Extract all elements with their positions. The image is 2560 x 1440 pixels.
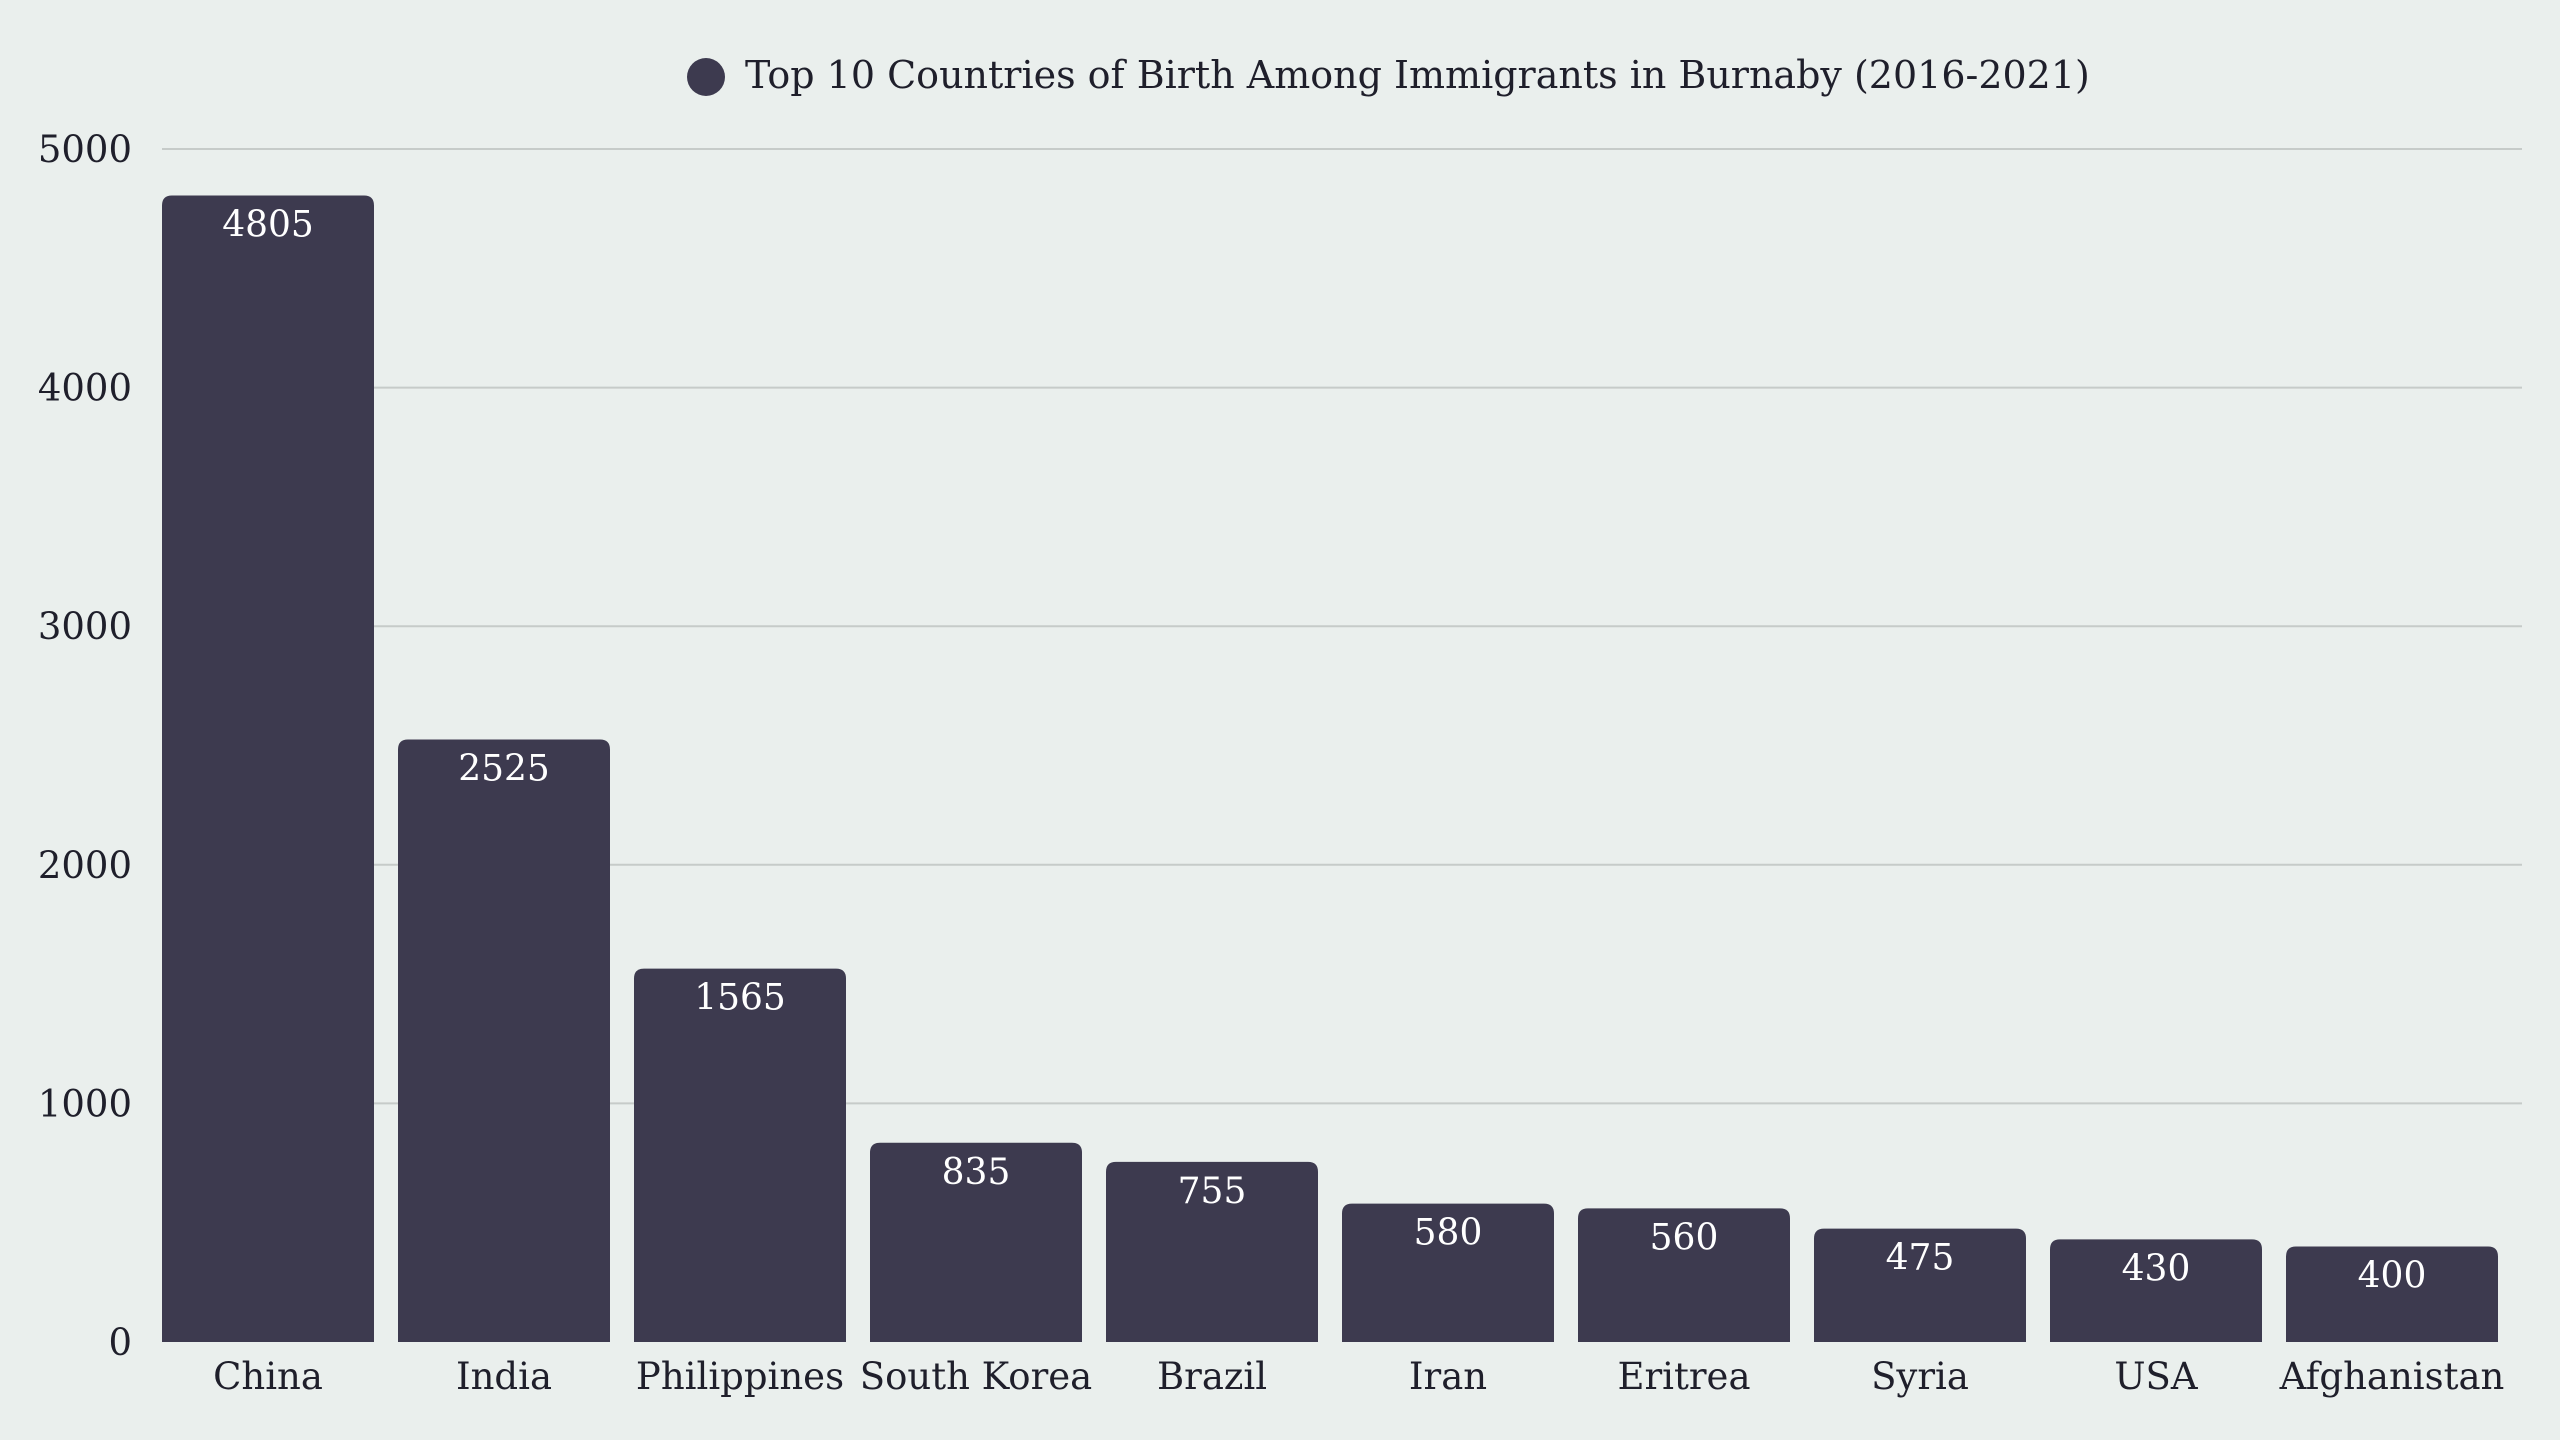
value-label-usa: 430 [2122, 1248, 2191, 1289]
bar-brazil[interactable] [1106, 1161, 1318, 1342]
bar-afghanistan[interactable] [2286, 1246, 2498, 1342]
x-category-label-brazil: Brazil [1157, 1355, 1267, 1398]
bar-syria[interactable] [1814, 1228, 2026, 1342]
bar-philippines[interactable] [634, 968, 846, 1342]
x-category-label-usa: USA [2114, 1355, 2199, 1398]
y-tick-label-2000: 2000 [38, 844, 132, 887]
x-category-label-south-korea: South Korea [860, 1355, 1092, 1398]
y-axis-ticks: 0 1000 2000 3000 4000 5000 [38, 128, 132, 1364]
x-category-label-india: India [456, 1355, 552, 1398]
bar-eritrea[interactable] [1578, 1208, 1790, 1342]
legend-label: Top 10 Countries of Birth Among Immigran… [745, 53, 2090, 97]
x-category-label-eritrea: Eritrea [1617, 1355, 1750, 1398]
y-tick-label-0: 0 [108, 1321, 132, 1364]
bar-south-korea[interactable] [870, 1142, 1082, 1342]
x-category-label-afghanistan: Afghanistan [2279, 1355, 2505, 1398]
x-category-label-iran: Iran [1409, 1355, 1487, 1398]
value-label-india: 2525 [458, 749, 550, 790]
value-label-south-korea: 835 [942, 1152, 1011, 1193]
bar-iran[interactable] [1342, 1203, 1554, 1342]
value-label-iran: 580 [1414, 1213, 1483, 1254]
value-label-syria: 475 [1886, 1238, 1955, 1279]
bar-india[interactable] [398, 739, 610, 1342]
y-tick-label-3000: 3000 [38, 605, 132, 648]
legend[interactable]: Top 10 Countries of Birth Among Immigran… [687, 53, 2090, 97]
y-tick-label-4000: 4000 [38, 367, 132, 410]
value-label-china: 4805 [222, 205, 314, 246]
x-category-label-china: China [213, 1355, 323, 1398]
x-axis-categories: China India Philippines South Korea Brazil Ir… [213, 1355, 2504, 1398]
bars [162, 195, 2498, 1343]
y-tick-label-1000: 1000 [38, 1082, 132, 1125]
value-label-afghanistan: 400 [2358, 1256, 2427, 1297]
value-label-brazil: 755 [1178, 1171, 1247, 1212]
y-tick-label-5000: 5000 [38, 128, 132, 171]
value-label-eritrea: 560 [1650, 1217, 1719, 1258]
value-labels: 4805 2525 1565 835 755 580 560 475 430 400 [222, 205, 2426, 1297]
x-category-label-philippines: Philippines [636, 1355, 844, 1398]
bar-usa[interactable] [2050, 1239, 2262, 1342]
x-category-label-syria: Syria [1871, 1355, 1969, 1398]
bar-china[interactable] [162, 195, 374, 1343]
legend-swatch-icon [687, 58, 725, 96]
value-label-philippines: 1565 [694, 978, 786, 1019]
